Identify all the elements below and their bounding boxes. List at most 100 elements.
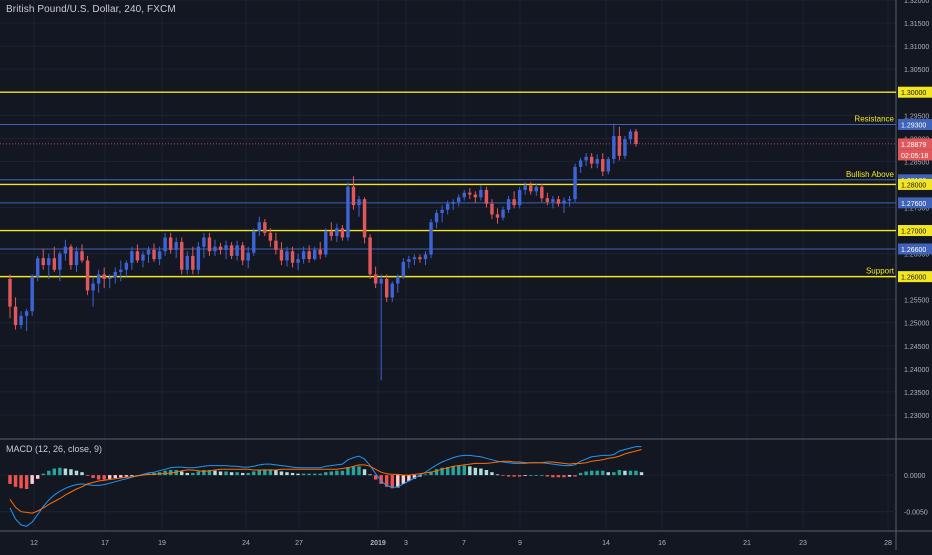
level-price-label: 1.26600 bbox=[901, 247, 926, 254]
macd-histogram-bar bbox=[379, 475, 383, 484]
macd-histogram-bar bbox=[540, 475, 544, 476]
macd-histogram-bar bbox=[523, 475, 527, 476]
macd-histogram-bar bbox=[268, 469, 273, 476]
candle-up bbox=[606, 159, 611, 172]
current-price-label-bg bbox=[898, 138, 932, 150]
macd-histogram-bar bbox=[19, 475, 23, 489]
macd-histogram-bar bbox=[52, 468, 57, 476]
level-price-label-bg bbox=[898, 225, 932, 237]
candle-up bbox=[24, 311, 29, 316]
macd-histogram-bar bbox=[545, 475, 550, 477]
macd-histogram-bar bbox=[257, 470, 262, 476]
level-price-label-bg bbox=[898, 271, 932, 283]
candle-down bbox=[263, 222, 267, 233]
candle-up bbox=[628, 131, 633, 140]
time-axis-tick-label: 7 bbox=[462, 540, 466, 547]
macd-histogram-bar bbox=[462, 465, 466, 476]
candle-down bbox=[484, 189, 489, 204]
macd-histogram-bar bbox=[368, 474, 372, 476]
macd-histogram-bar bbox=[556, 475, 561, 478]
macd-histogram-bar bbox=[119, 475, 123, 478]
candle-up bbox=[517, 189, 522, 206]
candle-down bbox=[617, 136, 622, 156]
candle-up bbox=[19, 315, 23, 326]
candle-down bbox=[191, 255, 195, 270]
time-axis-tick-label: 27 bbox=[295, 540, 303, 547]
candle-down bbox=[85, 260, 90, 291]
price-axis-tick-label: 1.27500 bbox=[904, 205, 929, 212]
candle-up bbox=[107, 277, 112, 279]
candle-up bbox=[457, 197, 461, 202]
candle-down bbox=[529, 185, 533, 192]
candle-up bbox=[141, 254, 145, 261]
macd-histogram-bar bbox=[401, 475, 406, 484]
macd-histogram-bar bbox=[412, 475, 417, 479]
price-axis-tick-label: 1.28500 bbox=[904, 159, 929, 166]
candle-up bbox=[63, 246, 68, 254]
signal-line bbox=[9, 449, 642, 514]
macd-histogram-bar bbox=[24, 475, 29, 490]
macd-histogram-bar bbox=[252, 471, 256, 476]
candle-down bbox=[512, 199, 516, 206]
macd-histogram-bar bbox=[534, 475, 539, 476]
candle-up bbox=[523, 185, 527, 190]
time-axis-tick-label: 21 bbox=[743, 540, 751, 547]
time-axis-tick-label: 28 bbox=[884, 540, 892, 547]
level-annotation: Support bbox=[866, 267, 895, 276]
candle-down bbox=[218, 246, 223, 250]
level-annotation: Bullish Above bbox=[846, 170, 895, 179]
candle-up bbox=[74, 251, 79, 266]
macd-histogram-bar bbox=[63, 468, 68, 476]
candle-up bbox=[235, 245, 239, 256]
price-axis-tick-label: 1.31000 bbox=[904, 44, 929, 51]
macd-histogram-bar bbox=[196, 471, 201, 476]
macd-histogram-bar bbox=[207, 470, 212, 476]
candle-up bbox=[324, 231, 328, 255]
macd-histogram-bar bbox=[517, 475, 522, 477]
macd-histogram-bar bbox=[468, 466, 472, 476]
candle-up bbox=[202, 237, 206, 247]
macd-histogram-bar bbox=[628, 470, 633, 476]
candle-up bbox=[285, 251, 289, 261]
macd-histogram-bar bbox=[235, 472, 239, 476]
level-price-label: 1.29300 bbox=[901, 122, 926, 129]
candle-up bbox=[346, 186, 350, 238]
level-price-label-bg bbox=[898, 197, 932, 209]
candle-up bbox=[612, 136, 616, 160]
candle-down bbox=[473, 194, 478, 198]
candle-down bbox=[490, 203, 494, 215]
macd-histogram-bar bbox=[8, 475, 12, 484]
candle-up bbox=[91, 283, 95, 291]
macd-histogram-bar bbox=[41, 473, 45, 476]
macd-histogram-bar bbox=[551, 475, 555, 478]
candle-down bbox=[102, 274, 106, 279]
level-price-label: 1.26000 bbox=[901, 275, 926, 282]
macd-histogram-bar bbox=[495, 474, 500, 476]
candle-down bbox=[69, 246, 73, 266]
macd-histogram-bar bbox=[224, 471, 228, 476]
macd-histogram-bar bbox=[451, 466, 455, 476]
candle-down bbox=[207, 237, 212, 252]
macd-histogram-bar bbox=[373, 475, 378, 480]
macd-histogram-bar bbox=[512, 475, 516, 477]
candle-up bbox=[396, 276, 400, 284]
macd-histogram-bar bbox=[290, 472, 295, 476]
macd-histogram-bar bbox=[595, 470, 599, 476]
macd-histogram-bar bbox=[307, 473, 311, 476]
macd-histogram-bar bbox=[96, 475, 101, 480]
candle-up bbox=[96, 274, 101, 284]
macd-histogram-bar bbox=[296, 473, 300, 476]
candle-down bbox=[13, 306, 18, 326]
candle-up bbox=[296, 259, 300, 263]
macd-histogram-bar bbox=[329, 471, 334, 476]
macd-histogram-bar bbox=[506, 475, 511, 477]
level-price-label-bg bbox=[898, 118, 932, 130]
macd-histogram-bar bbox=[124, 475, 129, 477]
candle-up bbox=[412, 257, 417, 260]
candle-down bbox=[229, 245, 234, 256]
candle-down bbox=[362, 199, 367, 238]
candle-up bbox=[434, 213, 439, 223]
level-price-label: 1.27600 bbox=[901, 201, 926, 208]
macd-histogram-bar bbox=[390, 475, 394, 489]
